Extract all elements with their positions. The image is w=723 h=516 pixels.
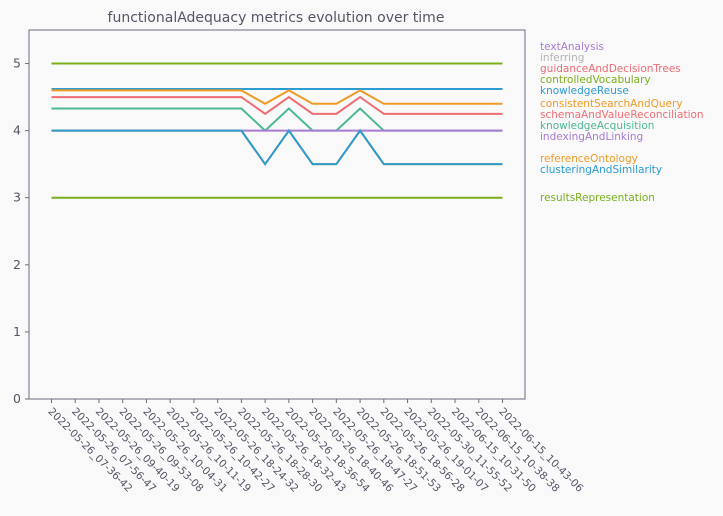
series-line-clusteringAndSimilarity (51, 128, 503, 166)
legend-label-inferring: inferring (540, 52, 584, 64)
legend-label-knowledgeAcquisition: knowledgeAcquisition (540, 120, 654, 132)
y-tick-label: 5 (13, 56, 21, 71)
plot-frame (28, 29, 526, 400)
y-tick-label: 2 (13, 257, 21, 272)
legend-label-textAnalysis: textAnalysis (540, 41, 604, 53)
y-tick-label: 0 (13, 391, 21, 406)
chart-title: functionalAdequacy metrics evolution ove… (108, 10, 445, 26)
y-tick-label: 1 (13, 324, 21, 339)
legend: textAnalysisinferringguidanceAndDecision… (540, 41, 704, 204)
y-axis: 0 1 2 3 4 5 (13, 56, 29, 406)
legend-label-clusteringAndSimilarity: clusteringAndSimilarity (540, 164, 662, 176)
legend-label-knowledgeReuse: knowledgeReuse (540, 85, 629, 97)
legend-label-guidanceAndDecisionTrees: guidanceAndDecisionTrees (540, 63, 681, 75)
legend-label-controlledVocabulary: controlledVocabulary (540, 74, 651, 86)
series-line-schemaAndValueReconciliation (51, 95, 503, 116)
legend-label-referenceOntology: referenceOntology (540, 153, 638, 165)
x-axis: 2022-05-26_07-36-422022-05-26_07-56-4720… (45, 399, 586, 495)
series-line-consistentSearchAndQuery (51, 89, 503, 105)
y-tick-label: 3 (13, 190, 21, 205)
legend-label-indexingAndLinking: indexingAndLinking (540, 131, 643, 143)
y-tick-label: 4 (13, 123, 21, 138)
legend-label-consistentSearchAndQuery: consistentSearchAndQuery (540, 98, 683, 110)
legend-label-schemaAndValueReconciliation: schemaAndValueReconciliation (540, 109, 704, 121)
legend-label-resultsRepresentation: resultsRepresentation (540, 192, 655, 204)
series-lines (51, 62, 503, 199)
series-line-knowledgeAcquisition (51, 107, 503, 133)
